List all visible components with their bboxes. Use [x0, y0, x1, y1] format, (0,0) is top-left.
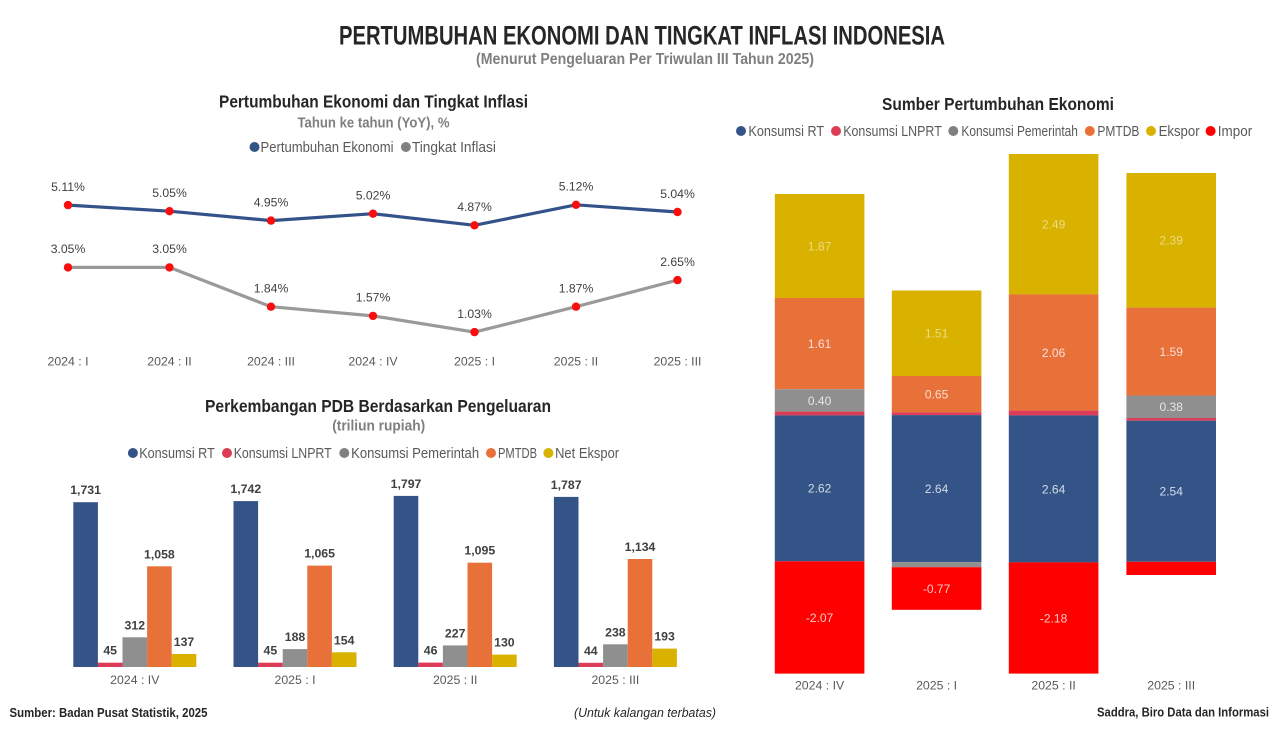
svg-text:Saddra, Biro Data dan Informas: Saddra, Biro Data dan Informasi [1097, 706, 1269, 720]
svg-text:2024 : III: 2024 : III [247, 355, 295, 369]
svg-text:(Untuk kalangan terbatas): (Untuk kalangan terbatas) [574, 706, 716, 720]
svg-text:Net Ekspor: Net Ekspor [555, 446, 619, 462]
svg-text:1,095: 1,095 [464, 544, 495, 558]
svg-text:2025 : II: 2025 : II [433, 673, 477, 687]
svg-text:2.54: 2.54 [1160, 485, 1184, 499]
svg-text:154: 154 [334, 633, 355, 647]
svg-text:Tingkat Inflasi: Tingkat Inflasi [412, 140, 496, 156]
svg-text:Sumber Pertumbuhan Ekonomi: Sumber Pertumbuhan Ekonomi [882, 94, 1114, 114]
svg-text:Tahun ke tahun (YoY), %: Tahun ke tahun (YoY), % [298, 116, 450, 132]
svg-text:2025 : I: 2025 : I [454, 355, 495, 369]
svg-text:1.84%: 1.84% [254, 282, 289, 296]
svg-text:4.95%: 4.95% [254, 195, 289, 209]
svg-text:137: 137 [174, 635, 195, 649]
svg-text:2024 : I: 2024 : I [47, 355, 88, 369]
svg-text:312: 312 [125, 618, 146, 632]
svg-text:Perkembangan PDB Berdasarkan P: Perkembangan PDB Berdasarkan Pengeluaran [205, 396, 551, 416]
svg-text:PMTDB: PMTDB [498, 446, 537, 462]
svg-text:0.40: 0.40 [808, 394, 832, 408]
svg-text:2.65%: 2.65% [660, 255, 695, 269]
svg-text:2025 : II: 2025 : II [1031, 679, 1075, 693]
svg-text:1,058: 1,058 [144, 547, 175, 561]
svg-text:5.12%: 5.12% [559, 180, 594, 194]
svg-text:0.38: 0.38 [1160, 400, 1184, 414]
svg-text:1.57%: 1.57% [356, 291, 391, 305]
svg-text:Sumber: Badan Pusat Statistik,: Sumber: Badan Pusat Statistik, 2025 [10, 706, 208, 720]
svg-text:2024 : IV: 2024 : IV [795, 679, 845, 693]
svg-text:(Menurut Pengeluaran Per Triwu: (Menurut Pengeluaran Per Triwulan III Ta… [476, 51, 814, 68]
svg-text:193: 193 [654, 630, 675, 644]
svg-text:1,797: 1,797 [391, 477, 422, 491]
svg-text:2.64: 2.64 [925, 482, 949, 496]
svg-text:44: 44 [584, 644, 598, 658]
svg-text:2025 : II: 2025 : II [554, 355, 598, 369]
svg-text:Konsumsi RT: Konsumsi RT [748, 124, 824, 140]
svg-text:2025 : III: 2025 : III [654, 355, 702, 369]
svg-text:1.61: 1.61 [808, 337, 832, 351]
svg-text:1,787: 1,787 [551, 478, 582, 492]
svg-text:1,731: 1,731 [70, 483, 101, 497]
svg-text:PMTDB: PMTDB [1097, 124, 1139, 140]
svg-text:2025 : I: 2025 : I [274, 673, 315, 687]
svg-text:238: 238 [605, 625, 626, 639]
svg-text:3.05%: 3.05% [51, 242, 86, 256]
svg-text:2.39: 2.39 [1160, 234, 1184, 248]
svg-text:Pertumbuhan Ekonomi: Pertumbuhan Ekonomi [261, 140, 394, 156]
svg-text:0.65: 0.65 [925, 388, 949, 402]
svg-text:Konsumsi LNPRT: Konsumsi LNPRT [843, 124, 942, 140]
svg-text:1,065: 1,065 [304, 547, 335, 561]
svg-text:130: 130 [494, 636, 515, 650]
svg-text:2.06: 2.06 [1042, 346, 1066, 360]
svg-text:Impor: Impor [1218, 124, 1253, 140]
svg-text:-2.07: -2.07 [806, 611, 834, 625]
svg-text:1.03%: 1.03% [457, 307, 492, 321]
svg-text:Konsumsi Pemerintah: Konsumsi Pemerintah [961, 124, 1078, 140]
svg-text:1,134: 1,134 [625, 540, 656, 554]
svg-text:1,742: 1,742 [230, 482, 261, 496]
svg-text:Konsumsi Pemerintah: Konsumsi Pemerintah [351, 446, 479, 462]
svg-text:Konsumsi RT: Konsumsi RT [139, 446, 215, 462]
svg-text:(triliun rupiah): (triliun rupiah) [332, 419, 425, 435]
svg-text:2.64: 2.64 [1042, 482, 1066, 496]
svg-text:2025 : III: 2025 : III [591, 673, 639, 687]
svg-text:45: 45 [264, 644, 278, 658]
svg-text:2025 : I: 2025 : I [916, 679, 957, 693]
svg-text:1.87: 1.87 [808, 239, 832, 253]
svg-text:46: 46 [424, 644, 438, 658]
svg-text:2.62: 2.62 [808, 482, 832, 496]
svg-text:3.05%: 3.05% [152, 242, 187, 256]
svg-text:2024 : IV: 2024 : IV [348, 355, 398, 369]
svg-text:-0.77: -0.77 [923, 582, 951, 596]
svg-text:1.87%: 1.87% [559, 282, 594, 296]
svg-text:Ekspor: Ekspor [1159, 124, 1200, 140]
svg-text:2025 : III: 2025 : III [1147, 679, 1195, 693]
svg-text:PERTUMBUHAN EKONOMI DAN TINGKA: PERTUMBUHAN EKONOMI DAN TINGKAT INFLASI … [339, 20, 945, 50]
svg-text:5.04%: 5.04% [660, 187, 695, 201]
svg-text:45: 45 [103, 644, 117, 658]
svg-text:5.11%: 5.11% [51, 180, 85, 194]
svg-text:4.87%: 4.87% [457, 200, 492, 214]
svg-text:-2.18: -2.18 [1040, 611, 1068, 625]
svg-text:Konsumsi LNPRT: Konsumsi LNPRT [234, 446, 332, 462]
svg-text:2024 : II: 2024 : II [147, 355, 191, 369]
svg-text:2.49: 2.49 [1042, 218, 1066, 232]
svg-text:227: 227 [445, 626, 466, 640]
svg-text:5.05%: 5.05% [152, 186, 187, 200]
svg-text:5.02%: 5.02% [356, 189, 391, 203]
svg-text:1.59: 1.59 [1160, 345, 1184, 359]
svg-text:2024 : IV: 2024 : IV [110, 673, 160, 687]
svg-text:Pertumbuhan Ekonomi dan Tingka: Pertumbuhan Ekonomi dan Tingkat Inflasi [219, 92, 528, 112]
svg-text:188: 188 [285, 630, 306, 644]
svg-text:1.51: 1.51 [925, 327, 949, 341]
